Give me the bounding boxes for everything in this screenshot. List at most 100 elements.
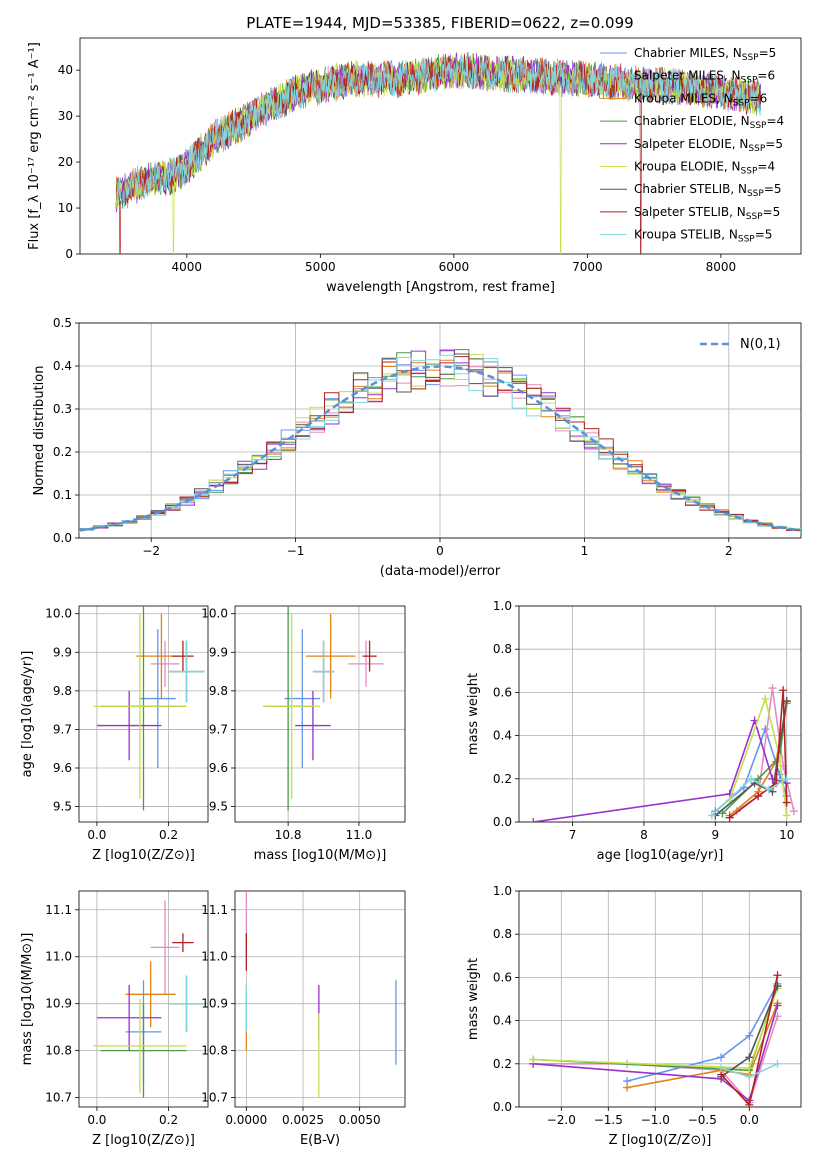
y-axis-label: mass weight bbox=[466, 958, 481, 1040]
data-point-marker bbox=[754, 774, 763, 783]
y-tick-label: 0.0 bbox=[493, 815, 512, 829]
data-point-marker bbox=[725, 813, 734, 822]
panel-age_vs_mass: 10.8 11.0 9.5 9.6 9.7 9.8 9.9 10.0 mass [log10(M… bbox=[201, 605, 406, 863]
y-tick-label: 10.0 bbox=[201, 607, 228, 621]
y-tick-label: 9.8 bbox=[53, 684, 72, 698]
data-point-marker bbox=[761, 725, 770, 734]
data-point-marker bbox=[718, 809, 727, 818]
panel-spectrum: 4000 5000 6000 7000 8000 0 10 20 30 40 wavelength … bbox=[27, 37, 802, 295]
data-point-marker bbox=[529, 818, 538, 822]
y-tick-label: 0.8 bbox=[493, 927, 512, 941]
data-point-marker bbox=[782, 811, 791, 820]
x-tick-label: 4000 bbox=[172, 260, 203, 274]
legend-label: Kroupa ELODIE, NSSP=4 bbox=[634, 160, 775, 177]
y-tick-label: 10.8 bbox=[45, 1044, 72, 1058]
legend-label: Salpeter STELIB, NSSP=5 bbox=[634, 205, 780, 222]
y-tick-label: 0.4 bbox=[493, 1014, 512, 1028]
legend-label: Salpeter MILES, NSSP=6 bbox=[634, 69, 775, 86]
data-point-marker bbox=[764, 785, 773, 794]
x-tick-label: −2 bbox=[142, 544, 160, 558]
data-point-marker bbox=[745, 1064, 754, 1073]
plot-area bbox=[93, 606, 205, 811]
y-tick-label: 9.7 bbox=[53, 722, 72, 736]
x-tick-label: 0.0 bbox=[740, 1113, 759, 1127]
axes-frame bbox=[78, 322, 802, 539]
data-point-marker bbox=[773, 971, 782, 980]
y-tick-label: 30 bbox=[58, 109, 73, 123]
data-point-marker bbox=[745, 1031, 754, 1040]
spectrum-kroupa-stelib bbox=[115, 55, 762, 210]
y-tick-label: 0.5 bbox=[53, 316, 72, 330]
y-tick-label: 1.0 bbox=[493, 599, 512, 613]
y-tick-label: 11.1 bbox=[201, 903, 228, 917]
y-tick-label: 0.1 bbox=[53, 488, 72, 502]
data-point-marker bbox=[779, 686, 788, 695]
y-tick-label: 11.0 bbox=[45, 950, 72, 964]
plot-area bbox=[93, 900, 205, 1098]
y-tick-label: 0.8 bbox=[493, 642, 512, 656]
legend-label: Chabrier MILES, NSSP=5 bbox=[634, 46, 776, 63]
plot-area bbox=[529, 684, 798, 822]
x-axis-label: age [log10(age/yr)] bbox=[597, 848, 724, 863]
data-point-marker bbox=[773, 1001, 782, 1010]
x-tick-label: 0.2 bbox=[159, 1113, 178, 1127]
x-tick-label: 0.0025 bbox=[282, 1113, 324, 1127]
y-tick-label: 9.9 bbox=[53, 645, 72, 659]
x-tick-label: 0.0050 bbox=[339, 1113, 381, 1127]
y-tick-label: 10.9 bbox=[45, 997, 72, 1011]
panel-massweight_vs_Z: −2.0 −1.5 −1.0 −0.5 0.0 0.0 0.2 0.4 0.6 0.8 1.0 Z [… bbox=[466, 884, 802, 1148]
data-point-marker bbox=[761, 694, 770, 703]
x-tick-label: 10.8 bbox=[275, 828, 302, 842]
legend-label: Chabrier STELIB, NSSP=5 bbox=[634, 182, 782, 199]
y-tick-label: 1.0 bbox=[493, 884, 512, 898]
x-tick-label: 2 bbox=[725, 544, 733, 558]
plot-area bbox=[79, 349, 801, 533]
axes-frame bbox=[518, 605, 802, 823]
x-tick-label: −2.0 bbox=[547, 1113, 576, 1127]
panel-age_vs_Z: 0.0 0.2 9.5 9.6 9.7 9.8 9.9 10.0 Z [log10(Z/Z⊙)]… bbox=[20, 605, 209, 863]
y-tick-label: 0.2 bbox=[493, 1057, 512, 1071]
x-tick-label: 7000 bbox=[572, 260, 603, 274]
data-point-marker bbox=[529, 1055, 538, 1064]
y-tick-label: 11.1 bbox=[45, 903, 72, 917]
y-tick-label: 0.2 bbox=[53, 445, 72, 459]
figure-title: PLATE=1944, MJD=53385, FIBERID=0622, z=0… bbox=[246, 14, 633, 32]
y-tick-label: 20 bbox=[58, 155, 73, 169]
data-point-marker bbox=[745, 1053, 754, 1062]
y-tick-label: 10.8 bbox=[201, 1044, 228, 1058]
legend-label: N(0,1) bbox=[740, 337, 781, 352]
data-point-marker bbox=[717, 1053, 726, 1062]
data-point-marker bbox=[745, 1072, 754, 1081]
axes-frame bbox=[234, 605, 406, 823]
x-tick-label: 0.0000 bbox=[225, 1113, 267, 1127]
panel-mass_vs_ebv: 0.0000 0.0025 0.0050 10.7 10.8 10.9 11.0 11.1 E(… bbox=[201, 890, 406, 1148]
y-tick-label: 0.4 bbox=[493, 729, 512, 743]
panel-residuals: −2 −1 0 1 2 0.0 0.1 0.2 0.3 0.4 0.5 (data-model)/er… bbox=[32, 316, 802, 579]
panel-mass_vs_Z: 0.0 0.2 10.7 10.8 10.9 11.0 11.1 Z [log10(Z/Z⊙)… bbox=[20, 890, 209, 1148]
legend: Chabrier MILES, NSSP=5 Salpeter MILES, NS… bbox=[600, 46, 784, 245]
x-tick-label: 1 bbox=[581, 544, 589, 558]
y-tick-label: 0.4 bbox=[53, 359, 72, 373]
normal-reference-curve bbox=[79, 365, 801, 532]
data-point-marker bbox=[782, 798, 791, 807]
x-axis-label: E(B-V) bbox=[300, 1133, 340, 1148]
x-tick-label: −1.0 bbox=[641, 1113, 670, 1127]
y-tick-label: 9.6 bbox=[53, 761, 72, 775]
y-tick-label: 0 bbox=[65, 247, 73, 261]
hist-kroupa-stelib bbox=[79, 354, 801, 533]
x-tick-label: 10 bbox=[779, 828, 794, 842]
y-tick-label: 9.8 bbox=[209, 684, 228, 698]
y-tick-label: 9.5 bbox=[53, 800, 72, 814]
data-point-marker bbox=[775, 753, 784, 762]
y-axis-label: age [log10(age/yr)] bbox=[20, 651, 35, 778]
spectrum-salpeter-stelib bbox=[115, 53, 762, 254]
x-tick-label: −1.5 bbox=[594, 1113, 623, 1127]
x-tick-label: −1 bbox=[287, 544, 305, 558]
series-chabrier-miles bbox=[626, 983, 779, 1082]
x-axis-label: Z [log10(Z/Z⊙)] bbox=[609, 1133, 712, 1148]
grid-lines bbox=[235, 891, 405, 1107]
data-point-marker bbox=[789, 807, 798, 816]
x-axis-label: wavelength [Angstrom, rest frame] bbox=[326, 280, 555, 295]
axes-frame bbox=[78, 890, 209, 1108]
y-tick-label: 10 bbox=[58, 201, 73, 215]
